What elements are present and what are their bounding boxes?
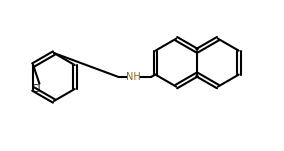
Text: Cl: Cl	[32, 84, 41, 94]
Text: NH: NH	[126, 72, 141, 82]
